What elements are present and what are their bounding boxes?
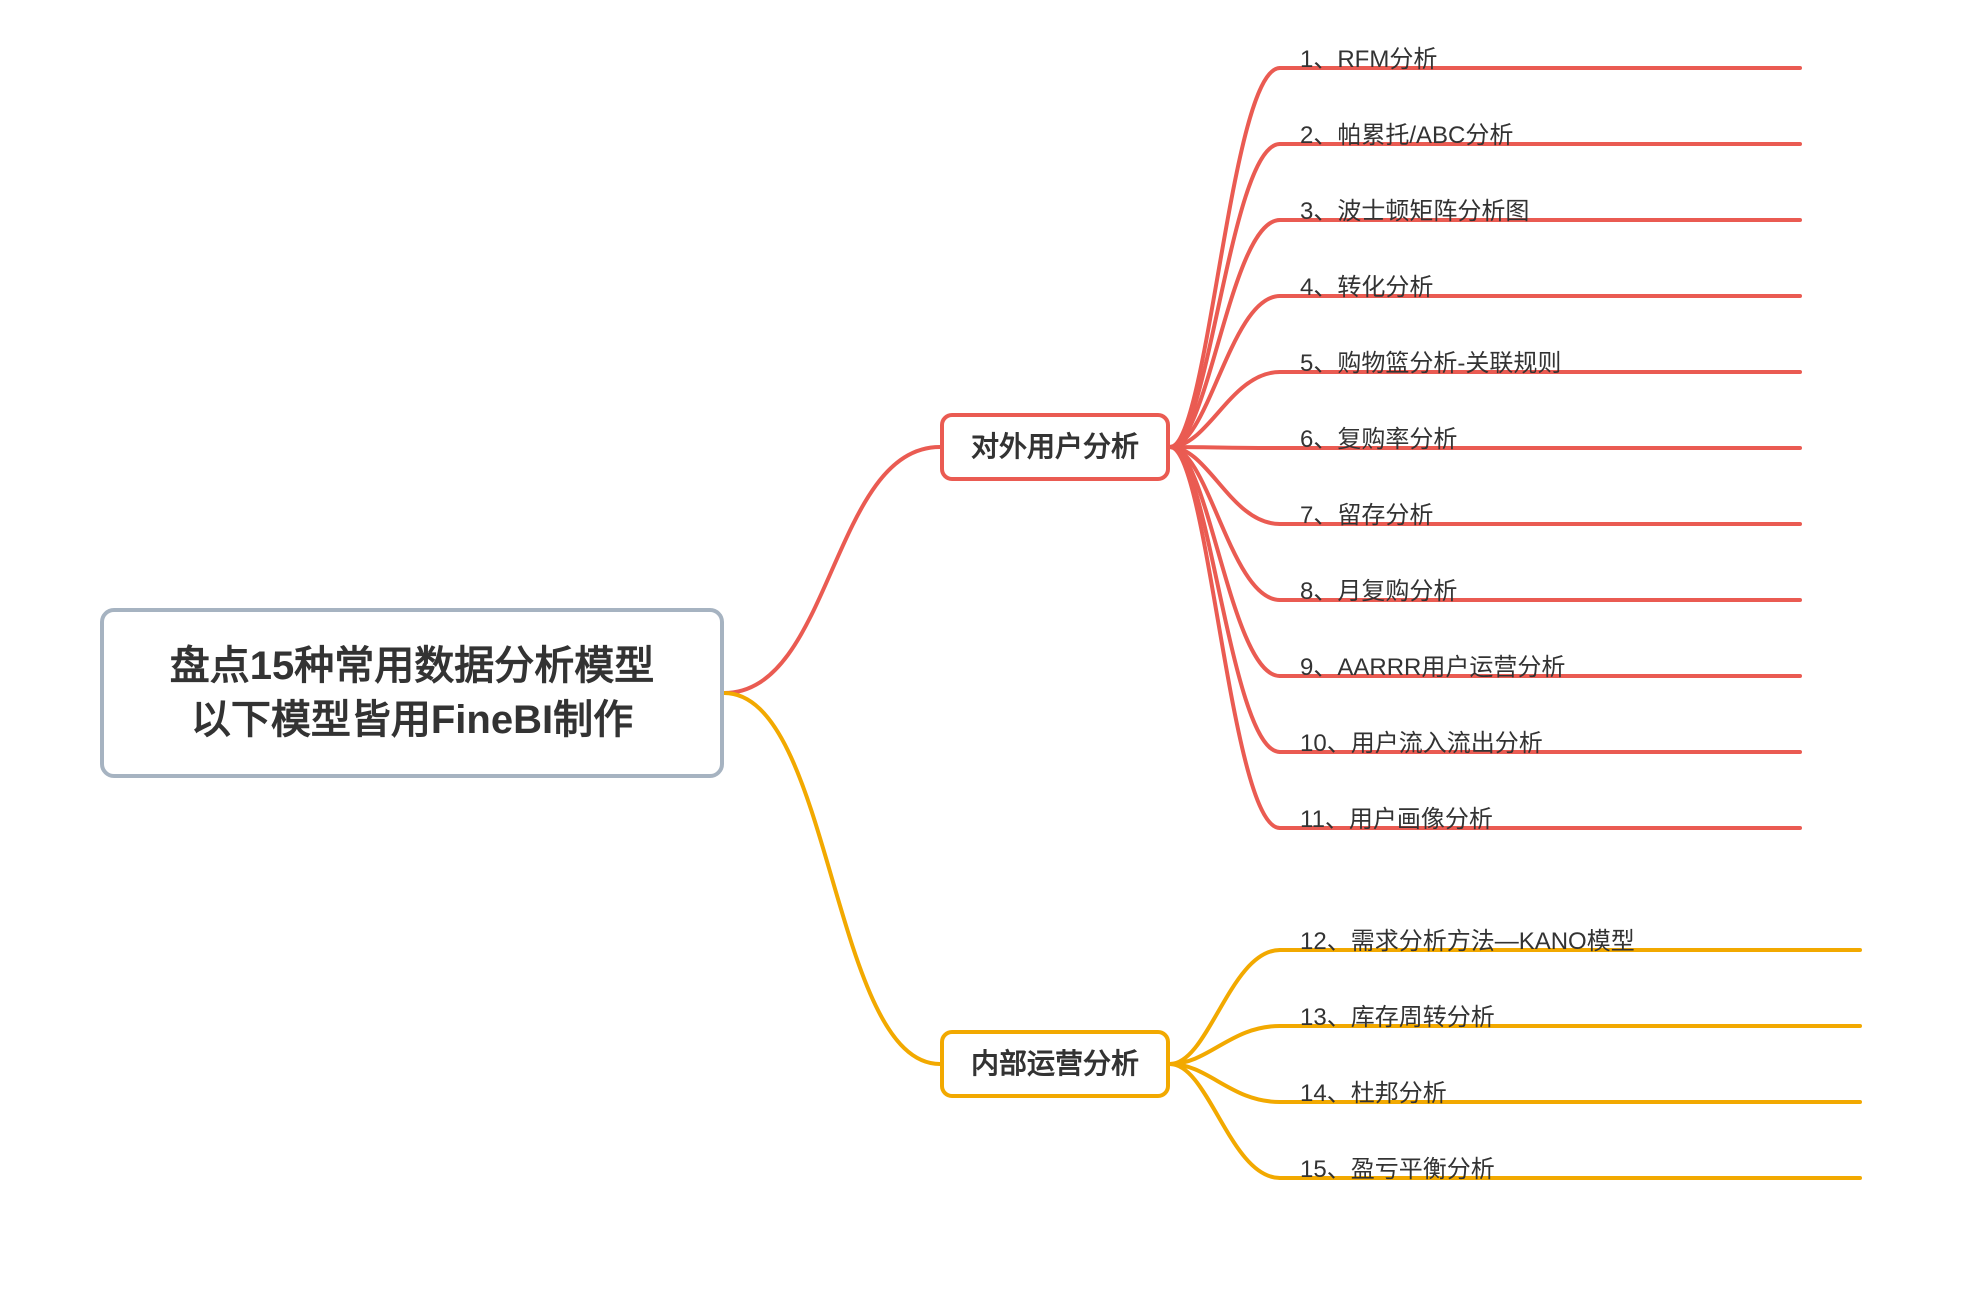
leaf-label: 10、用户流入流出分析: [1300, 723, 1543, 758]
leaf-label: 3、波士顿矩阵分析图: [1300, 191, 1529, 226]
leaf-node: 11、用户画像分析: [1300, 796, 1493, 836]
branch-label: 内部运营分析: [971, 1045, 1139, 1083]
leaf-node: 5、购物篮分析-关联规则: [1300, 340, 1561, 380]
leaf-node: 13、库存周转分析: [1300, 994, 1495, 1034]
leaf-node: 3、波士顿矩阵分析图: [1300, 188, 1529, 228]
mindmap-canvas: { "type": "mindmap", "canvas": { "width"…: [0, 0, 1969, 1289]
leaf-node: 12、需求分析方法—KANO模型: [1300, 918, 1635, 958]
leaf-label: 14、杜邦分析: [1300, 1073, 1447, 1108]
leaf-node: 7、留存分析: [1300, 492, 1433, 532]
leaf-label: 8、月复购分析: [1300, 571, 1457, 606]
leaf-node: 4、转化分析: [1300, 264, 1433, 304]
root-text: 盘点15种常用数据分析模型 以下模型皆用FineBI制作: [170, 639, 655, 747]
leaf-label: 4、转化分析: [1300, 267, 1433, 302]
leaf-node: 9、AARRR用户运营分析: [1300, 644, 1565, 684]
leaf-label: 9、AARRR用户运营分析: [1300, 647, 1565, 682]
leaf-node: 6、复购率分析: [1300, 416, 1457, 456]
leaf-node: 2、帕累托/ABC分析: [1300, 112, 1513, 152]
branch-label: 对外用户分析: [971, 428, 1139, 466]
leaf-label: 12、需求分析方法—KANO模型: [1300, 921, 1635, 956]
leaf-node: 8、月复购分析: [1300, 568, 1457, 608]
leaf-node: 14、杜邦分析: [1300, 1070, 1447, 1110]
leaf-node: 10、用户流入流出分析: [1300, 720, 1543, 760]
leaf-label: 1、RFM分析: [1300, 39, 1437, 74]
leaf-label: 6、复购率分析: [1300, 419, 1457, 454]
leaf-label: 13、库存周转分析: [1300, 997, 1495, 1032]
leaf-label: 2、帕累托/ABC分析: [1300, 115, 1513, 150]
leaf-node: 1、RFM分析: [1300, 36, 1437, 76]
root-node: 盘点15种常用数据分析模型 以下模型皆用FineBI制作: [100, 608, 724, 778]
leaf-node: 15、盈亏平衡分析: [1300, 1146, 1495, 1186]
leaf-label: 7、留存分析: [1300, 495, 1433, 530]
leaf-label: 5、购物篮分析-关联规则: [1300, 343, 1561, 378]
leaf-label: 11、用户画像分析: [1300, 799, 1493, 834]
leaf-label: 15、盈亏平衡分析: [1300, 1149, 1495, 1184]
branch-node-b2: 内部运营分析: [940, 1030, 1170, 1098]
branch-node-b1: 对外用户分析: [940, 413, 1170, 481]
